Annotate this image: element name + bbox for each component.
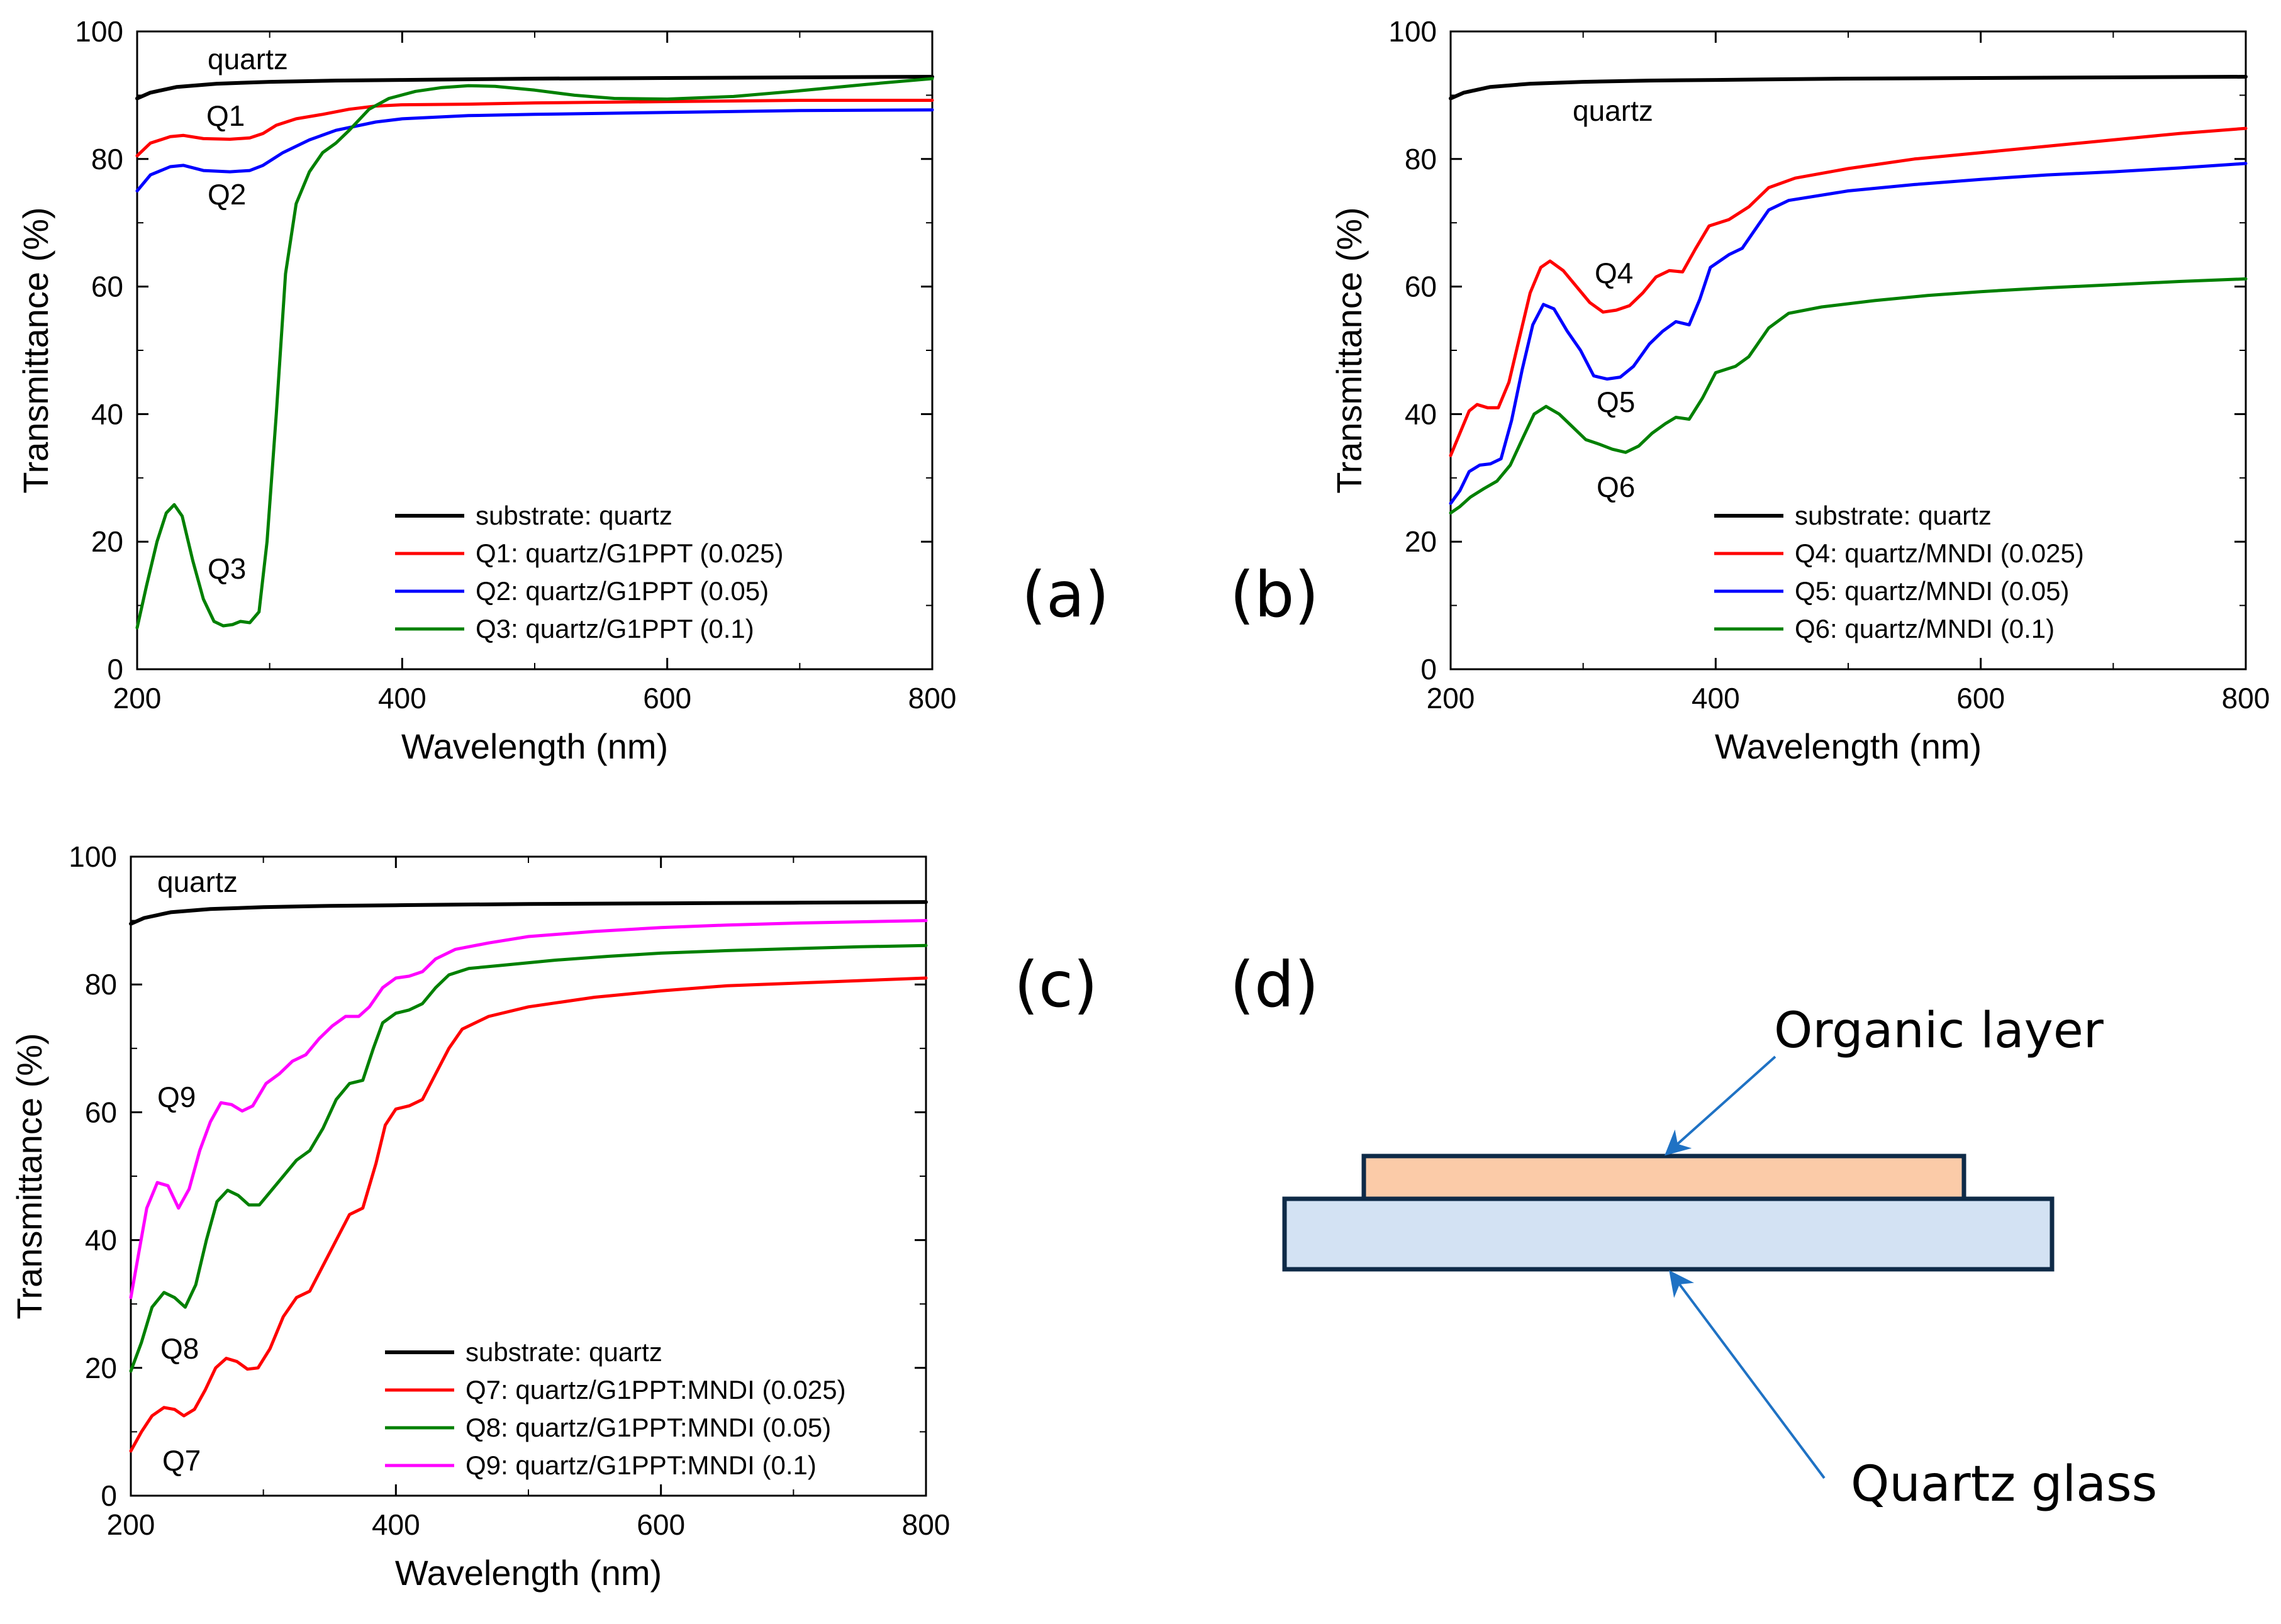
legend-entry: Q5: quartz/MNDI (0.05) (1795, 576, 2069, 606)
legend-entry: Q9: quartz/G1PPT:MNDI (0.1) (466, 1450, 817, 1480)
curve-annotation: Q7 (162, 1444, 201, 1477)
series-line-quartz (135, 75, 934, 101)
y-tick-label: 100 (1388, 15, 1437, 48)
x-tick-label: 800 (2222, 682, 2270, 715)
legend-entry: Q6: quartz/MNDI (0.1) (1795, 614, 2055, 643)
series-line-q7 (129, 976, 928, 1453)
series-line-q1 (135, 99, 934, 158)
y-tick-label: 60 (85, 1096, 117, 1128)
x-tick-label: 600 (643, 682, 691, 715)
y-tick-label: 80 (85, 968, 117, 1001)
quartz-glass-label: Quartz glass (1851, 1456, 2157, 1513)
curve-annotation: quartz (1573, 94, 1653, 127)
y-tick-label: 40 (1405, 398, 1437, 430)
series-line-quartz (129, 900, 928, 926)
x-tick-label: 400 (372, 1508, 420, 1541)
legend-entry: Q7: quartz/G1PPT:MNDI (0.025) (466, 1375, 846, 1404)
y-tick-label: 100 (69, 840, 117, 873)
chart-panel-a: 200 400 600 800 0 20 40 60 80 100 Wavelength (nm) T… (16, 15, 956, 766)
x-tick-label: 200 (107, 1508, 155, 1541)
y-tick-label: 20 (91, 525, 123, 558)
series-line-quartz (1449, 75, 2248, 101)
y-axis-title: Transmittance (%) (1329, 207, 1369, 493)
y-tick-label: 0 (1420, 653, 1437, 686)
organic-layer-rect (1361, 1154, 1966, 1201)
x-axis-title: Wavelength (nm) (1715, 726, 1982, 766)
curve-annotation: quartz (157, 865, 238, 898)
y-tick-label: 60 (1405, 270, 1437, 303)
legend-entry: Q4: quartz/MNDI (0.025) (1795, 538, 2084, 568)
x-tick-label: 200 (113, 682, 162, 715)
series-line-q4 (1449, 126, 2248, 457)
curve-annotation: Q2 (208, 178, 246, 211)
x-axis-title: Wavelength (nm) (395, 1553, 662, 1593)
y-axis-title: Transmittance (%) (9, 1033, 49, 1319)
curve-annotation: Q5 (1597, 386, 1635, 418)
legend-entry: Q8: quartz/G1PPT:MNDI (0.05) (466, 1413, 831, 1442)
series-line-q8 (129, 943, 928, 1373)
y-tick-label: 0 (101, 1479, 117, 1512)
plot-frame (136, 30, 934, 670)
y-tick-label: 40 (85, 1224, 117, 1257)
chart-panel-c: 200 400 600 800 0 20 40 60 80 100 Wavelength (nm) T… (9, 840, 950, 1593)
y-tick-label: 20 (1405, 525, 1437, 558)
legend-entry: substrate: quartz (466, 1337, 662, 1367)
panel-label-d: (d) (1230, 948, 1319, 1021)
curve-annotation: Q3 (208, 552, 246, 585)
plot-frame (1449, 30, 2247, 670)
panel-label-c: (c) (1014, 948, 1098, 1021)
legend-entry: Q1: quartz/G1PPT (0.025) (476, 538, 783, 568)
y-tick-label: 20 (85, 1352, 117, 1384)
x-tick-label: 800 (908, 682, 957, 715)
x-tick-label: 800 (902, 1508, 951, 1541)
series-line-q2 (135, 108, 934, 192)
x-tick-label: 600 (1956, 682, 2005, 715)
legend-entry: Q2: quartz/G1PPT (0.05) (476, 576, 769, 606)
layer-diagram: Organic layer Quartz glass (1282, 1003, 2157, 1513)
curve-annotation: Q8 (160, 1332, 199, 1365)
legend-entry: substrate: quartz (1795, 501, 1992, 530)
organic-layer-label: Organic layer (1774, 1003, 2104, 1059)
curve-annotation: quartz (208, 43, 288, 75)
y-tick-label: 80 (91, 143, 123, 175)
quartz-glass-rect (1282, 1196, 2055, 1272)
x-tick-label: 400 (1692, 682, 1740, 715)
curve-annotation: Q1 (206, 99, 245, 132)
y-tick-label: 100 (75, 15, 123, 48)
organic-layer-arrow (1665, 1055, 1776, 1156)
x-axis-title: Wavelength (nm) (401, 726, 668, 766)
x-tick-label: 600 (637, 1508, 685, 1541)
y-tick-label: 0 (107, 653, 123, 686)
series-line-q6 (1449, 277, 2248, 515)
panel-label-b: (b) (1230, 558, 1319, 631)
series-line-q5 (1449, 162, 2248, 505)
legend-entry: Q3: quartz/G1PPT (0.1) (476, 614, 754, 643)
chart-panel-b: 200 400 600 800 0 20 40 60 80 100 Wavelength (nm) T… (1329, 15, 2270, 766)
curve-annotation: Q9 (157, 1081, 196, 1113)
quartz-glass-arrow (1669, 1270, 1826, 1479)
y-tick-label: 40 (91, 398, 123, 430)
y-tick-label: 60 (91, 270, 123, 303)
y-axis-title: Transmittance (%) (16, 207, 55, 493)
x-tick-label: 200 (1427, 682, 1475, 715)
series-line-q3 (135, 77, 934, 630)
legend-entry: substrate: quartz (476, 501, 672, 530)
x-tick-label: 400 (378, 682, 427, 715)
curve-annotation: Q4 (1595, 257, 1633, 289)
y-tick-label: 80 (1405, 143, 1437, 175)
curve-annotation: Q6 (1597, 470, 1635, 503)
series-line-q9 (129, 919, 928, 1299)
panel-label-a: (a) (1022, 558, 1109, 631)
